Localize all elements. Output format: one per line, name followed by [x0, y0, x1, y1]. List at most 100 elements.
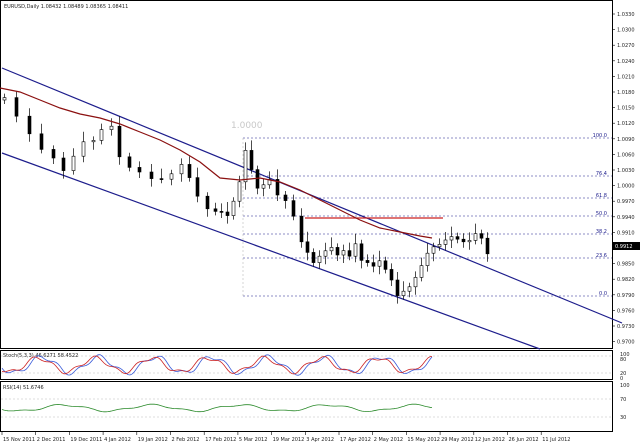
- date-tick-label: 17 Apr 2012: [340, 437, 371, 443]
- candle-body: [383, 260, 388, 270]
- rsi-pane-border: [0, 381, 613, 432]
- price-axis: 1.0330 1.0300 1.0270 1.0240 1.0210 1.0180 1.01…: [612, 12, 635, 346]
- date-tick-label: 19 Dec 2011: [70, 437, 102, 443]
- price-tick-label: 0.9820: [617, 277, 635, 283]
- date-tick-label: 2 Feb 2012: [172, 437, 200, 443]
- candle-body: [359, 243, 364, 261]
- candle-body: [219, 211, 224, 213]
- date-tick-label: 3 Apr 2012: [306, 437, 334, 443]
- rsi-label: RSI(14) 51.6746: [3, 385, 44, 391]
- price-tick-label: 1.0030: [617, 168, 635, 174]
- channel-lower-line[interactable]: [1, 152, 541, 350]
- candle-body: [389, 269, 394, 281]
- date-tick-label: 5 Mar 2012: [239, 437, 268, 443]
- stoch-signal-line: [1, 355, 433, 375]
- price-tick-label: 1.0330: [617, 12, 635, 18]
- candle-body: [467, 240, 472, 243]
- candle-body: [159, 178, 164, 180]
- date-tick-label: 2 May 2012: [374, 437, 403, 443]
- candle-body: [2, 97, 7, 101]
- candle-body: [371, 262, 376, 267]
- date-tick-label: 15 May 2012: [407, 437, 440, 443]
- candle-body: [449, 236, 454, 241]
- current-price-label: 0.9912: [615, 244, 633, 250]
- date-tick-label: 2 Dec 2011: [37, 437, 66, 443]
- price-tick-label: 0.9910: [617, 230, 635, 236]
- candle-body: [117, 125, 122, 158]
- price-tick-label: 1.0180: [617, 90, 635, 96]
- candle-body: [317, 255, 322, 263]
- candle-body: [61, 157, 66, 171]
- candle-body: [443, 239, 448, 245]
- candle-body: [261, 184, 266, 189]
- date-tick-label: 26 Jun 2012: [509, 437, 539, 443]
- rsi-level-70: 70: [620, 397, 626, 403]
- price-tick-label: 1.0300: [617, 28, 635, 34]
- candle-body: [419, 265, 424, 278]
- date-tick-label: 11 Jul 2012: [542, 437, 570, 443]
- candle-body: [109, 125, 114, 130]
- candle-body: [365, 260, 370, 263]
- stoch-level-0: 0: [620, 376, 623, 382]
- rsi-level-30: 30: [620, 415, 626, 421]
- candle-body: [179, 164, 184, 175]
- stoch-pane-border: [0, 350, 613, 380]
- candle-body: [347, 250, 352, 257]
- price-tick-label: 0.9730: [617, 324, 635, 330]
- fib-level-label: 38.2: [596, 229, 607, 235]
- candle-body: [137, 167, 142, 173]
- rsi-level-100: 100: [620, 383, 630, 389]
- candle-body: [329, 247, 334, 252]
- stoch-level-100: 100: [620, 352, 630, 358]
- candle-body: [473, 233, 478, 241]
- rsi-line: [1, 403, 433, 413]
- price-tick-label: 0.9970: [617, 199, 635, 205]
- candle-body: [225, 211, 230, 216]
- price-tick-label: 0.9700: [617, 340, 635, 346]
- candle-body: [341, 250, 346, 256]
- date-tick-label: 19 Jan 2012: [138, 437, 168, 443]
- candle-body: [425, 252, 430, 266]
- symbol-header: EURUSD,Daily 1.08432 1.08489 1.08365 1.0…: [4, 4, 128, 10]
- fib-level-label: 23.6: [596, 253, 607, 259]
- candle-body: [127, 156, 132, 168]
- candle-body: [249, 150, 254, 170]
- fib-level-label: 61.8: [596, 193, 607, 199]
- price-tick-label: 0.9760: [617, 308, 635, 314]
- price-tick-label: 1.0150: [617, 106, 635, 112]
- fib-level-label: 0.0: [599, 291, 607, 297]
- candle-body: [237, 181, 242, 202]
- price-tick-label: 1.0000: [617, 184, 635, 190]
- date-tick-label: 12 Jun 2012: [475, 437, 505, 443]
- candle-body: [213, 208, 218, 212]
- candle-body: [485, 237, 490, 255]
- fib-level-label: 100.0: [593, 133, 607, 139]
- price-tick-label: 1.0120: [617, 121, 635, 127]
- candle-body: [353, 243, 358, 257]
- candle-body: [407, 286, 412, 292]
- candle-body: [243, 150, 248, 183]
- price-tick-label: 1.0210: [617, 74, 635, 80]
- candle-body: [205, 195, 210, 210]
- candle-body: [335, 247, 340, 256]
- price-tick-label: 1.0060: [617, 152, 635, 158]
- candle-body: [479, 233, 484, 239]
- candle-body: [81, 141, 86, 157]
- candle-body: [14, 97, 19, 117]
- candle-body: [455, 236, 460, 240]
- price-tick-label: 1.0240: [617, 59, 635, 65]
- candlestick-series: [2, 91, 490, 304]
- date-tick-label: 17 Feb 2012: [205, 437, 236, 443]
- candle-body: [187, 164, 192, 178]
- candle-body: [299, 215, 304, 243]
- candle-body: [149, 171, 154, 179]
- candle-body: [195, 177, 200, 197]
- candle-body: [323, 250, 328, 257]
- candle-body: [413, 277, 418, 288]
- candle-body: [91, 140, 96, 143]
- candle-body: [291, 200, 296, 217]
- stoch-level-80: 80: [620, 357, 626, 363]
- date-tick-label: 15 Nov 2011: [3, 437, 35, 443]
